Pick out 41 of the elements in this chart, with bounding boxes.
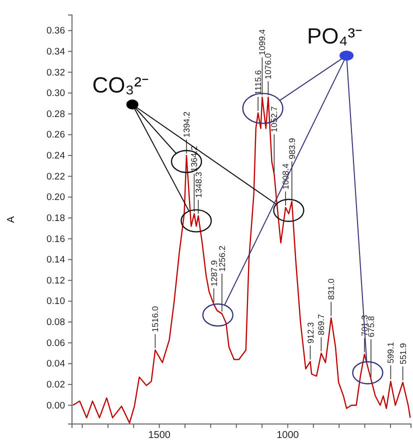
y-tick-label: 0.32	[46, 67, 65, 78]
y-tick-label: 0.18	[46, 212, 65, 224]
annotation: 831.0	[326, 278, 336, 300]
y-tick-label: 0.20	[46, 192, 65, 204]
y-tick-label: 0.30	[46, 88, 65, 100]
y-tick-label: 0.08	[46, 317, 65, 328]
annotation: 1008.4	[280, 163, 291, 190]
y-tick-label: 0.22	[46, 171, 65, 182]
x-tick-label: 1000	[276, 430, 300, 442]
y-tick-label: 0.10	[46, 296, 65, 308]
y-tick-label: 0.00	[46, 400, 65, 412]
y-tick-label: 0.06	[46, 338, 65, 349]
y-tick-label: 0.24	[46, 150, 65, 162]
y-tick-label: 0.04	[46, 358, 65, 370]
annotation: 599.1	[386, 342, 396, 364]
y-tick-label: 0.12	[46, 275, 65, 286]
y-tick-label: 0.36	[46, 26, 65, 37]
annotation: 1364.2	[189, 146, 200, 172]
annotation: 1115.6	[253, 70, 264, 95]
annotation: 1052.7	[269, 106, 280, 132]
y-tick-label: 0.16	[46, 234, 65, 245]
annotation: 1348.3	[193, 172, 204, 198]
annotation: 1516.0	[150, 306, 160, 332]
y-tick-label: 0.28	[46, 108, 65, 120]
y-tick-label: 0.02	[46, 379, 65, 390]
annotation: 983.9	[286, 138, 297, 160]
y-tick-label: 0.26	[46, 130, 65, 141]
y-tick-label: 0.14	[46, 254, 65, 266]
annotation: 1287.9	[208, 260, 219, 286]
annotation: 1099.4	[257, 28, 268, 56]
y-axis-title: A	[6, 216, 17, 223]
annotation: CO₃²⁻	[92, 72, 148, 98]
annotation: PO₄³⁻	[306, 24, 362, 49]
x-tick-label: 1500	[148, 430, 171, 442]
annotation: 912.3	[305, 322, 316, 344]
line-series	[72, 96, 411, 424]
annotation: 1394.2	[181, 111, 192, 138]
annotation: 869.7	[316, 314, 326, 336]
annotation: 551.9	[398, 342, 408, 364]
annotation: 1256.2	[216, 245, 227, 272]
y-tick-label: 0.34	[46, 46, 65, 58]
